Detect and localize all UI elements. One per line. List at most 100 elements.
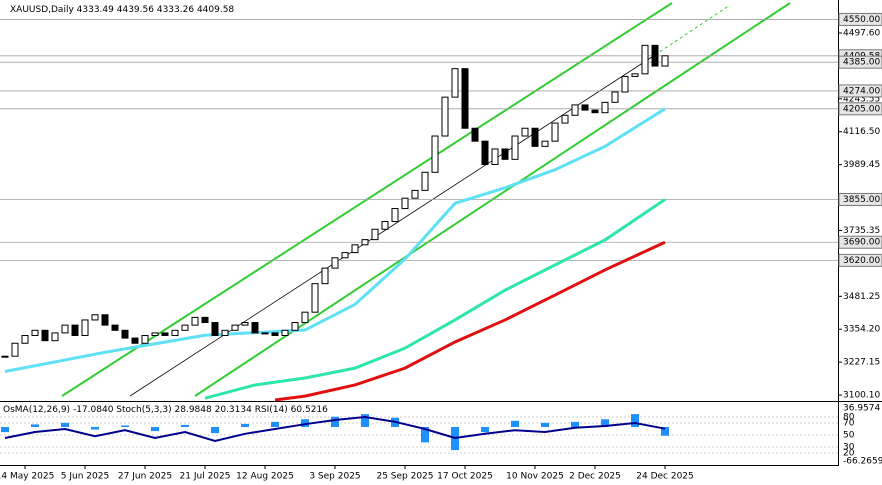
stoch-main: 28.9848 <box>175 405 212 415</box>
osma-bar <box>91 426 99 430</box>
x-tick-label: 17 Oct 2025 <box>437 472 493 482</box>
level-box <box>838 55 882 69</box>
level-box <box>838 235 882 249</box>
osma-bar <box>301 419 309 427</box>
candle-body <box>71 324 79 336</box>
y-tick-label: 4243.55 <box>843 94 880 104</box>
candle-body <box>101 314 109 326</box>
candle-body <box>61 324 69 334</box>
osma-bar <box>181 424 189 427</box>
y-tick-label: 3354.20 <box>843 325 880 335</box>
candle-body <box>351 244 359 254</box>
candle-body <box>181 324 189 331</box>
y-tick-label: 3989.45 <box>843 160 880 170</box>
candle-body <box>201 316 209 324</box>
candle-body <box>641 44 649 75</box>
x-tick-label: 14 May 2025 <box>0 472 54 482</box>
stoch-name: Stoch(5,3,3) <box>116 405 171 415</box>
moving-average <box>274 240 666 402</box>
osma-value: -17.0840 <box>73 405 114 415</box>
candle-body <box>481 140 489 166</box>
indicator-header: OsMA(12,26,9) -17.0840 Stoch(5,3,3) 28.9… <box>3 405 328 415</box>
candle-body <box>161 332 169 336</box>
candle-body <box>441 96 449 137</box>
candle-body <box>361 239 369 246</box>
rsi-value: 60.5216 <box>291 405 328 415</box>
candle-body <box>311 283 319 313</box>
candle-body <box>151 332 159 336</box>
osma-bar <box>361 414 369 427</box>
osma-bar <box>511 420 519 427</box>
candle-body <box>241 322 249 326</box>
osma-bar <box>421 426 429 443</box>
osma-bar <box>31 424 39 427</box>
y-tick-label: 4497.60 <box>843 29 880 39</box>
indicator-tick-label: 30 <box>843 443 855 453</box>
candle-body <box>231 324 239 331</box>
osma-bar <box>631 414 639 427</box>
candle-body <box>121 329 129 339</box>
level-label: 4550.00 <box>843 15 880 25</box>
candle-body <box>611 91 619 103</box>
close: 4409.58 <box>197 5 234 15</box>
osma-bar <box>571 421 579 427</box>
osma-bar <box>601 419 609 427</box>
open: 4333.49 <box>77 5 114 15</box>
candle-body <box>591 109 599 114</box>
candle-body <box>461 68 469 129</box>
level-label: 3620.00 <box>843 256 880 266</box>
moving-average <box>4 107 666 373</box>
symbol: XAUUSD,Daily <box>10 5 74 15</box>
osma-bar <box>271 421 279 427</box>
candle-body <box>81 319 89 336</box>
candle-body <box>191 316 199 326</box>
osma-bar <box>151 426 159 432</box>
candle-body <box>501 148 509 160</box>
indicator-tick-label: 20 <box>843 449 855 459</box>
y-tick-label: 4116.50 <box>843 127 880 137</box>
candle-body <box>291 322 299 331</box>
x-tick-label: 25 Sep 2025 <box>376 472 433 482</box>
candle-body <box>451 68 459 98</box>
y-tick-label: 3100.10 <box>843 391 880 401</box>
moving-average <box>204 198 666 400</box>
indicator-tick-label: 50 <box>843 431 855 441</box>
osma-bar <box>331 416 339 427</box>
candle-body <box>621 75 629 93</box>
candle-body <box>431 135 439 173</box>
candle-body <box>41 329 49 342</box>
osma-bar <box>211 426 219 434</box>
x-tick-label: 12 Aug 2025 <box>236 472 294 482</box>
candle-body <box>491 148 499 166</box>
osma-axis-label: -66.2659 <box>843 457 882 467</box>
chart-header: XAUUSD,Daily 4333.49 4439.56 4333.26 440… <box>10 5 234 15</box>
candle-body <box>391 208 399 223</box>
stoch-signal: 20.3134 <box>215 405 252 415</box>
osma-bar <box>661 426 669 436</box>
indicator-tick-label: 80 <box>843 413 855 423</box>
candle-body <box>651 44 659 67</box>
y-tick-label: 3735.35 <box>843 226 880 236</box>
candle-body <box>211 322 219 336</box>
candle-body <box>511 135 519 160</box>
candle-body <box>551 122 559 142</box>
candle-body <box>321 267 329 285</box>
candle-body <box>271 332 279 336</box>
candle-body <box>21 334 29 344</box>
candle-body <box>91 314 99 321</box>
candle-body <box>221 329 229 336</box>
x-tick-label: 21 Jul 2025 <box>180 472 231 482</box>
candle-body <box>421 171 429 191</box>
candle-body <box>521 127 529 137</box>
level-box <box>838 12 882 26</box>
candle-body <box>601 101 609 114</box>
candle-body <box>381 221 389 230</box>
candle-body <box>571 104 579 116</box>
osma-axis-label: 36.9574 <box>843 404 880 414</box>
candle-body <box>561 114 569 124</box>
osma-bar <box>1 426 9 433</box>
candle-body <box>531 127 539 147</box>
candle-body <box>281 329 289 336</box>
rsi-name: RSI(14) <box>255 405 288 415</box>
